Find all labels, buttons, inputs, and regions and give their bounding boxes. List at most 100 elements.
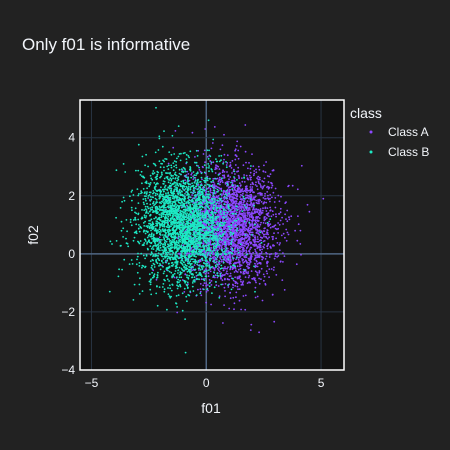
point-class-a <box>220 187 223 190</box>
point-class-a <box>255 221 258 224</box>
point-class-a <box>229 268 232 271</box>
point-class-a <box>266 247 269 250</box>
point-class-b <box>168 284 171 287</box>
point-class-a <box>286 209 289 212</box>
point-class-a <box>234 180 236 183</box>
point-class-b <box>189 188 192 191</box>
point-class-b <box>177 237 180 240</box>
point-class-b <box>192 187 195 190</box>
point-class-a <box>246 233 249 236</box>
point-class-a <box>272 244 274 247</box>
point-class-b <box>174 231 177 234</box>
point-class-a <box>235 155 238 158</box>
point-class-a <box>236 221 239 224</box>
point-class-b <box>212 186 215 189</box>
point-class-a <box>237 245 240 248</box>
point-class-a <box>300 253 302 256</box>
point-class-b <box>243 204 246 207</box>
point-class-a <box>218 219 221 221</box>
point-class-b <box>237 218 240 221</box>
point-class-a <box>276 228 278 231</box>
point-class-b <box>175 203 177 206</box>
point-class-a <box>205 282 208 285</box>
point-class-a <box>250 231 253 234</box>
point-class-a <box>274 255 277 257</box>
point-class-a <box>219 183 221 186</box>
point-class-b <box>194 268 197 271</box>
point-class-b <box>171 256 174 259</box>
point-class-b <box>186 300 188 303</box>
point-class-b <box>204 184 206 187</box>
point-class-a <box>261 258 264 261</box>
point-class-a <box>224 290 226 292</box>
point-class-a <box>272 269 275 271</box>
point-class-a <box>239 216 242 219</box>
point-class-b <box>159 263 161 265</box>
point-class-b <box>154 183 157 186</box>
point-class-b <box>109 240 112 243</box>
point-class-a <box>273 225 276 227</box>
point-class-a <box>299 229 302 232</box>
point-class-a <box>265 255 268 258</box>
point-class-b <box>164 261 167 264</box>
point-class-a <box>239 209 242 212</box>
point-class-a <box>228 190 231 193</box>
point-class-b <box>235 256 238 259</box>
point-class-a <box>267 212 270 214</box>
point-class-b <box>206 269 208 272</box>
point-class-b <box>145 215 148 217</box>
point-class-b <box>211 250 214 253</box>
point-class-b <box>153 182 156 184</box>
point-class-b <box>167 181 170 184</box>
point-class-a <box>261 194 263 196</box>
point-class-a <box>239 265 241 268</box>
point-class-a <box>281 216 283 219</box>
point-class-a <box>256 224 258 227</box>
point-class-a <box>279 207 282 210</box>
point-class-a <box>226 267 229 270</box>
point-class-a <box>219 180 222 183</box>
point-class-a <box>238 212 241 215</box>
point-class-a <box>220 259 223 261</box>
point-class-b <box>119 245 122 247</box>
point-class-a <box>245 271 248 274</box>
point-class-b <box>187 180 190 183</box>
point-class-a <box>257 232 259 235</box>
point-class-b <box>266 221 269 224</box>
point-class-b <box>250 165 252 167</box>
point-class-a <box>225 203 228 206</box>
point-class-b <box>135 223 138 226</box>
point-class-a <box>254 195 257 198</box>
point-class-a <box>220 260 223 263</box>
point-class-a <box>204 272 207 275</box>
point-class-b <box>223 203 226 206</box>
point-class-a <box>252 216 255 219</box>
point-class-a <box>265 161 267 163</box>
point-class-a <box>248 162 250 164</box>
point-class-a <box>240 212 242 215</box>
point-class-a <box>263 216 266 219</box>
point-class-a <box>264 222 267 225</box>
point-class-a <box>229 189 232 191</box>
point-class-a <box>158 236 161 239</box>
point-class-a <box>209 243 212 246</box>
point-class-a <box>275 274 278 276</box>
point-class-b <box>180 276 183 279</box>
point-class-b <box>157 231 160 233</box>
point-class-a <box>264 218 267 221</box>
point-class-a <box>195 275 198 277</box>
point-class-a <box>250 246 253 249</box>
point-class-b <box>186 274 188 276</box>
point-class-a <box>242 201 245 204</box>
point-class-b <box>170 271 173 274</box>
point-class-a <box>256 226 259 229</box>
point-class-b <box>216 221 219 224</box>
point-class-b <box>144 164 147 167</box>
point-class-b <box>219 210 222 213</box>
point-class-a <box>248 241 251 244</box>
point-class-b <box>157 149 160 151</box>
point-class-a <box>249 256 252 258</box>
point-class-a <box>232 186 235 189</box>
point-class-b <box>197 250 200 253</box>
